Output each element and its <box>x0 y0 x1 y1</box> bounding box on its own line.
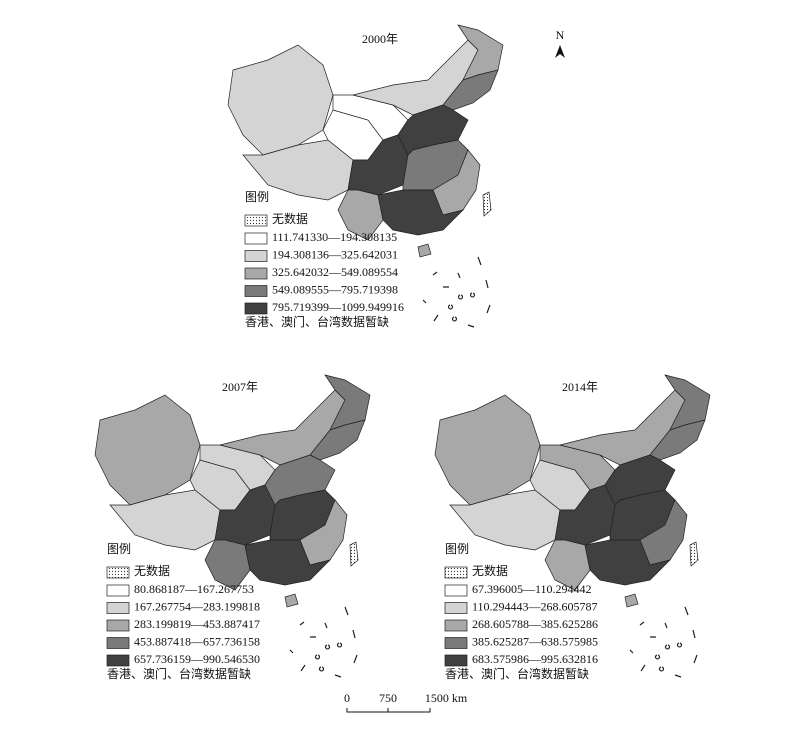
legend-swatch <box>244 232 268 245</box>
legend-label: 549.089555—795.719398 <box>272 282 398 296</box>
legend-swatch <box>444 637 468 649</box>
legend-note: 香港、澳门、台湾数据暂缺 <box>245 314 389 329</box>
taiwan <box>349 541 359 567</box>
legend-swatch <box>106 654 130 667</box>
map-title: 2007年 <box>222 380 258 394</box>
scale-label: 1500 km <box>425 691 468 705</box>
taiwan <box>689 541 699 567</box>
scale-label: 750 <box>379 691 397 705</box>
legend-swatch <box>106 566 130 579</box>
legend-swatch <box>444 602 468 614</box>
south-sea-islands <box>422 256 491 328</box>
south-sea-islands <box>289 606 358 678</box>
legend-title: 图例 <box>445 542 469 556</box>
legend-swatch <box>244 250 268 262</box>
north-arrow: N <box>555 28 565 58</box>
legend-title: 图例 <box>107 542 131 556</box>
province <box>624 593 639 608</box>
legend-label: 453.887418—657.736158 <box>134 634 260 648</box>
map-title: 2000年 <box>362 32 398 46</box>
taiwan <box>482 191 492 217</box>
province <box>244 539 332 586</box>
legend-label: 385.625287—638.575985 <box>472 634 598 648</box>
province <box>377 189 465 236</box>
legend-swatch <box>244 214 268 227</box>
province <box>337 189 384 241</box>
province <box>94 394 201 506</box>
province <box>284 593 299 608</box>
legend-label: 194.308136—325.642031 <box>272 247 398 261</box>
scale-label: 0 <box>344 691 350 705</box>
legend-label: 67.396005—110.294442 <box>472 582 592 596</box>
legend-label: 无数据 <box>472 563 508 578</box>
legend-label: 268.605788—385.625286 <box>472 617 598 631</box>
legend-swatch <box>444 654 468 667</box>
province <box>227 44 334 156</box>
province <box>544 539 591 591</box>
province <box>417 243 432 258</box>
scale-bar: 0 750 1500 km <box>344 691 468 713</box>
legend-label: 325.642032—549.089554 <box>272 265 398 279</box>
province-map <box>227 24 504 328</box>
legend-label: 795.719399—1099.949916 <box>272 300 404 314</box>
north-label: N <box>556 28 565 42</box>
legend-label: 110.294443—268.605787 <box>472 599 598 613</box>
legend-label: 657.736159—990.546530 <box>134 652 260 666</box>
south-sea-islands <box>629 606 698 678</box>
legend-title: 图例 <box>245 190 269 204</box>
province-map <box>94 374 371 678</box>
legend-swatch <box>444 584 468 597</box>
legend-swatch <box>106 602 130 614</box>
legend-swatch <box>244 267 268 280</box>
province-map <box>434 374 711 678</box>
map-title: 2014年 <box>562 380 598 394</box>
legend-label: 167.267754—283.199818 <box>134 599 260 613</box>
legend-label: 无数据 <box>272 211 308 226</box>
legend-swatch <box>106 619 130 632</box>
province <box>204 539 251 591</box>
legend-swatch <box>106 637 130 649</box>
legend-label: 283.199819—453.887417 <box>134 617 260 631</box>
legend-label: 683.575986—995.632816 <box>472 652 598 666</box>
legend-label: 111.741330—194.308135 <box>272 230 397 244</box>
legend-label: 80.868187—167.267753 <box>134 582 254 596</box>
legend-swatch <box>444 566 468 579</box>
legend-swatch <box>244 285 268 297</box>
legend-swatch <box>444 619 468 632</box>
legend-swatch <box>244 302 268 315</box>
legend-swatch <box>106 584 130 597</box>
province <box>584 539 672 586</box>
legend-note: 香港、澳门、台湾数据暂缺 <box>445 666 589 681</box>
legend-note: 香港、澳门、台湾数据暂缺 <box>107 666 251 681</box>
legend-label: 无数据 <box>134 563 170 578</box>
province <box>434 394 541 506</box>
